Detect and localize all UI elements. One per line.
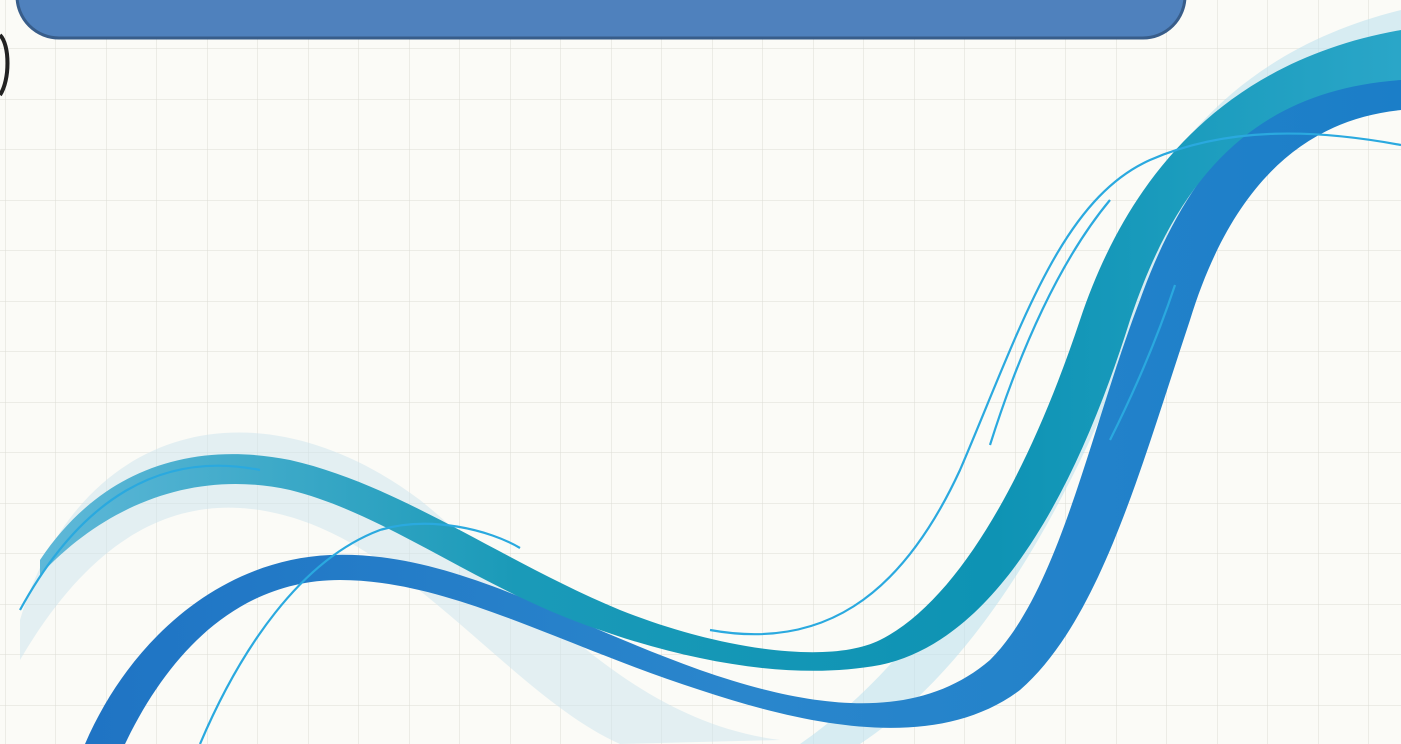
thin-line	[709, 132, 1401, 636]
pale-swoosh	[20, 432, 780, 744]
thin-line	[988, 199, 1111, 446]
circle-edge	[0, 33, 10, 97]
ribbon-teal	[40, 30, 1401, 671]
thin-lines	[19, 132, 1401, 744]
title-banner	[15, 0, 1187, 40]
thin-line	[198, 522, 521, 744]
thin-line	[19, 464, 261, 611]
ribbon-blue	[85, 50, 1401, 744]
thin-line	[1109, 284, 1177, 441]
